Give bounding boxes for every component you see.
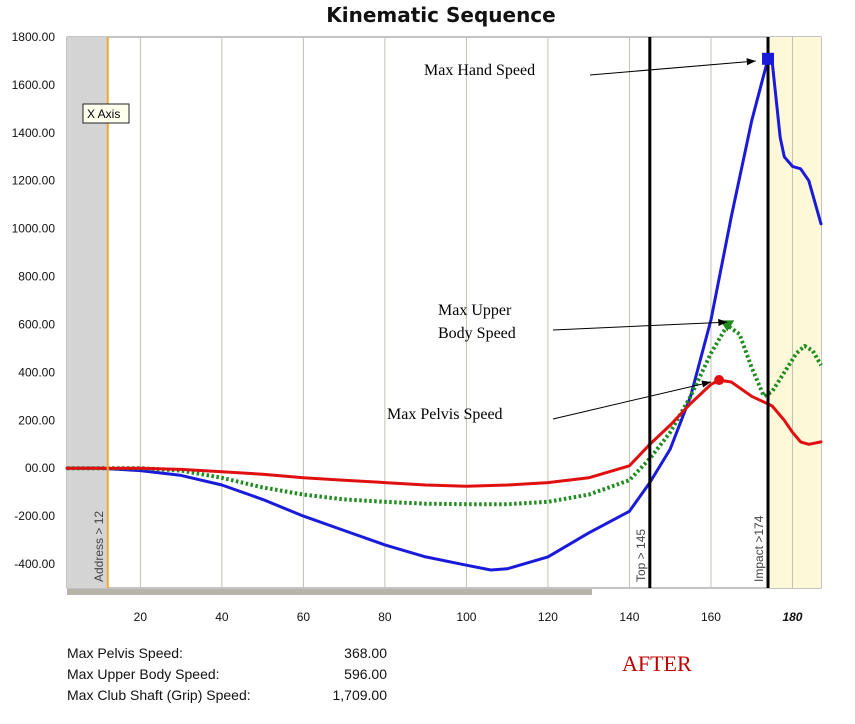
annotation-label: Max Upper Body Speed (438, 302, 516, 342)
annotation-arrow (552, 318, 728, 331)
event-lines: Address > 12 Top > 145 Impact >174 (92, 37, 770, 588)
y-tick-label: 600.00 (18, 317, 55, 331)
y-tick-label: -400.00 (14, 557, 55, 571)
stat-row-pelvis: Max Pelvis Speed: 368.00 (67, 643, 387, 664)
event-line-label: Impact >174 (752, 515, 766, 582)
shaded-regions (67, 37, 821, 588)
y-tick-label: 00.00 (25, 461, 55, 475)
stat-label: Max Club Shaft (Grip) Speed: (67, 687, 251, 703)
shaded-region-0 (67, 37, 108, 588)
plot-background (66, 36, 822, 589)
series-line-max-pelvis-speed (65, 378, 823, 488)
stats-panel: Max Pelvis Speed: 368.00 Max Upper Body … (67, 643, 387, 706)
y-tick-label: 1600.00 (12, 78, 56, 92)
event-line-label: Address > 12 (92, 511, 106, 582)
chart-title: Kinematic Sequence (326, 3, 555, 27)
x-tick-label: 40 (215, 610, 229, 624)
x-tick-label: 20 (134, 610, 148, 624)
y-axis-ticks: 1800.00 1600.00 1400.00 1200.00 1000.00 800.0… (12, 30, 56, 571)
stat-label: Max Pelvis Speed: (67, 645, 183, 661)
x-tick-label: 140 (619, 610, 639, 624)
stat-value: 1,709.00 (332, 687, 388, 703)
y-tick-label: 1000.00 (12, 222, 56, 236)
annotation-arrow (589, 58, 756, 76)
stat-row-upper-body: Max Upper Body Speed: 596.00 (67, 664, 387, 685)
y-tick-label: 1200.00 (12, 174, 56, 188)
y-tick-label: 400.00 (18, 365, 55, 379)
x-tick-label: 160 (701, 610, 721, 624)
series-line-max-upper-body-speed (67, 323, 823, 507)
y-tick-label: 1400.00 (12, 126, 56, 140)
peak-marker-pelvis (714, 375, 725, 386)
annotation-label: Max Pelvis Speed (387, 406, 503, 423)
x-tick-label: 80 (378, 610, 392, 624)
peak-marker-hand (762, 52, 775, 65)
y-tick-label: -200.00 (14, 509, 55, 523)
y-tick-label: 800.00 (18, 270, 55, 284)
event-line-label: Top > 145 (634, 529, 648, 582)
horizontal-scrollbar[interactable] (67, 589, 592, 595)
x-axis-tooltip: X Axis (82, 103, 130, 124)
x-tick-label: 100 (456, 610, 476, 624)
annotations: Max Hand Speed Max Upper Body Speed Max Pel… (387, 58, 756, 423)
x-axis-ticks: 20 40 60 80 100 120 140 160 180 (134, 610, 803, 624)
grid-lines (139, 37, 793, 588)
stat-label: Max Upper Body Speed: (67, 666, 220, 682)
annotation-label: Max Hand Speed (424, 62, 535, 79)
stat-value: 596.00 (344, 666, 387, 682)
y-tick-label: 200.00 (18, 413, 55, 427)
kinematic-chart: Kinematic Sequence 1800.00 1600.00 1400.00… (12, 3, 823, 624)
stat-row-club-shaft: Max Club Shaft (Grip) Speed: 1,709.00 (67, 685, 387, 706)
y-tick-label: 1800.00 (12, 30, 56, 44)
stat-value: 368.00 (344, 645, 387, 661)
series-line-max-hand-speed (65, 57, 823, 572)
series-lines (65, 57, 823, 572)
annotation-arrow (552, 380, 712, 420)
shaded-region-1 (768, 37, 821, 588)
x-tick-label: 60 (297, 610, 311, 624)
svg-text:X Axis: X Axis (87, 107, 120, 121)
x-tick-label: 180 (782, 610, 802, 624)
after-stamp: AFTER (622, 651, 692, 676)
x-tick-label: 120 (538, 610, 558, 624)
